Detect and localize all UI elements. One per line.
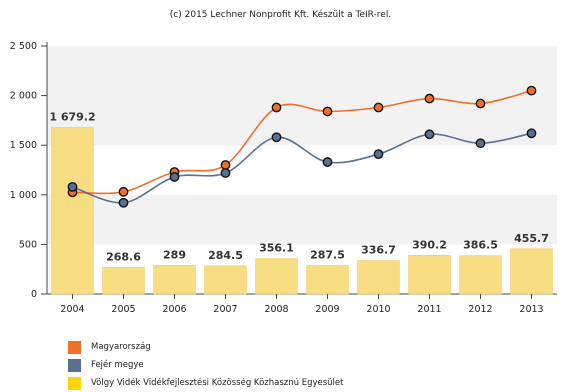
point-magyarorszag bbox=[424, 93, 435, 104]
point-fejer-megye bbox=[118, 197, 129, 208]
grid-band bbox=[47, 194, 557, 245]
x-tick-label: 2007 bbox=[213, 304, 237, 315]
y-tick-label: 500 bbox=[19, 239, 37, 250]
bar-value-label: 386.5 bbox=[463, 239, 498, 252]
bar bbox=[459, 255, 502, 295]
point-fejer-megye bbox=[169, 172, 180, 182]
bar bbox=[255, 258, 298, 295]
bar bbox=[102, 267, 145, 295]
y-tick-label: 1 500 bbox=[10, 140, 37, 151]
bar-value-label: 289 bbox=[163, 248, 186, 261]
bar bbox=[204, 265, 247, 295]
bar-value-label: 336.7 bbox=[361, 244, 396, 257]
point-fejer-megye bbox=[67, 181, 78, 192]
chart: 0 500 1 000 1 500 2 000 2 500 1 679.2 268.6 289 2… bbox=[10, 41, 557, 315]
x-tick-label: 2004 bbox=[60, 304, 84, 315]
bar-value-label: 390.2 bbox=[412, 238, 447, 251]
bar-value-label: 1 679.2 bbox=[49, 110, 95, 123]
x-tick-label: 2009 bbox=[315, 304, 339, 315]
bar bbox=[153, 265, 196, 295]
point-fejer-megye bbox=[220, 168, 231, 178]
grid-band bbox=[47, 46, 557, 96]
x-tick-label: 2013 bbox=[519, 304, 543, 315]
point-magyarorszag bbox=[475, 98, 486, 109]
legend-label: Magyarország bbox=[91, 342, 151, 352]
point-fejer-megye bbox=[271, 132, 282, 143]
bar-value-label: 455.7 bbox=[514, 232, 549, 245]
bar-value-label: 287.5 bbox=[310, 248, 345, 261]
bar bbox=[51, 127, 94, 295]
chart-credit: (c) 2015 Lechner Nonprofit Kft. Készült … bbox=[169, 10, 392, 20]
point-magyarorszag bbox=[526, 85, 537, 96]
point-magyarorszag bbox=[271, 102, 282, 113]
point-magyarorszag bbox=[322, 106, 333, 117]
point-fejer-megye bbox=[526, 128, 537, 139]
legend-item-volgy-videk: Völgy Vidék Vidékfejlesztési Közösség Kö… bbox=[68, 374, 343, 392]
x-tick-label: 2012 bbox=[468, 304, 492, 315]
point-fejer-megye bbox=[322, 157, 333, 167]
point-fejer-megye bbox=[424, 129, 435, 140]
legend-item-fejer-megye: Fejér megye bbox=[68, 356, 343, 374]
x-tick-label: 2005 bbox=[111, 304, 135, 315]
bar bbox=[357, 260, 400, 295]
x-tick-label: 2006 bbox=[162, 304, 186, 315]
bar bbox=[306, 265, 349, 295]
series-line-magyarorszag bbox=[72, 89, 532, 195]
bar-value-label: 284.5 bbox=[208, 249, 243, 262]
x-tick-label: 2010 bbox=[366, 304, 390, 315]
bar bbox=[510, 248, 553, 295]
series-line-fejer-megye bbox=[72, 132, 532, 204]
y-tick-label: 2 500 bbox=[10, 41, 37, 52]
legend-swatch bbox=[68, 358, 81, 372]
point-fejer-megye bbox=[373, 149, 384, 160]
y-tick-label: 1 000 bbox=[10, 190, 37, 201]
legend-item-magyarorszag: Magyarország bbox=[68, 338, 343, 356]
x-tick-label: 2011 bbox=[417, 304, 441, 315]
bar-value-label: 356.1 bbox=[259, 242, 294, 255]
x-tick-label: 2008 bbox=[264, 304, 288, 315]
legend: Magyarország Fejér megye Völgy Vidék Vid… bbox=[68, 338, 343, 392]
point-magyarorszag bbox=[118, 186, 129, 197]
bar-value-label: 268.6 bbox=[106, 250, 141, 263]
y-tick-label: 2 000 bbox=[10, 91, 37, 102]
point-magyarorszag bbox=[220, 160, 231, 170]
point-magyarorszag bbox=[373, 102, 384, 113]
y-tick-label: 0 bbox=[31, 289, 37, 300]
legend-swatch bbox=[68, 376, 81, 390]
legend-label: Völgy Vidék Vidékfejlesztési Közösség Kö… bbox=[91, 378, 344, 388]
legend-label: Fejér megye bbox=[91, 360, 144, 370]
legend-swatch bbox=[68, 340, 81, 354]
bar bbox=[408, 254, 451, 295]
point-fejer-megye bbox=[475, 138, 486, 149]
